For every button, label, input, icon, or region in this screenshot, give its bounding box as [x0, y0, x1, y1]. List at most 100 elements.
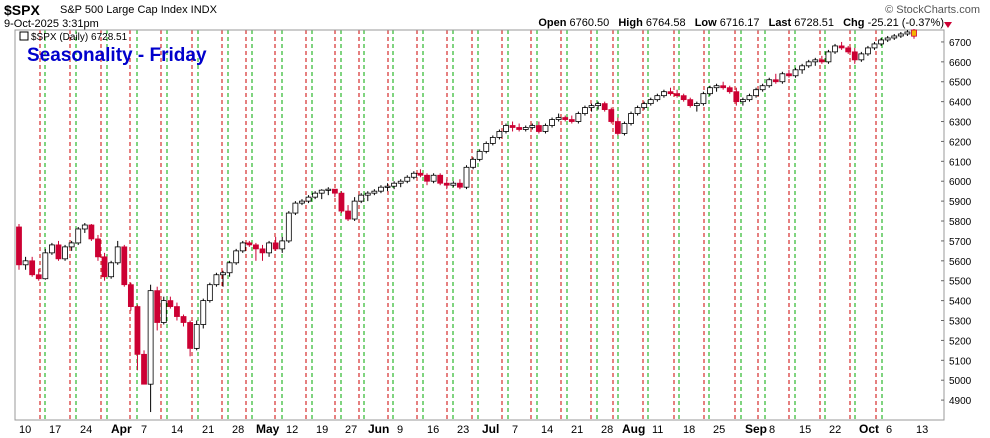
candle-body — [792, 69, 799, 77]
candle — [667, 87, 674, 96]
candle — [680, 93, 687, 102]
candle-body — [378, 186, 384, 192]
candle-body — [358, 194, 365, 202]
candle-body — [496, 131, 503, 138]
x-tick-label: Jun — [368, 422, 389, 436]
candle — [141, 350, 147, 385]
low-label: Low — [694, 17, 717, 29]
candle-body — [424, 174, 430, 182]
candle — [29, 256, 36, 277]
candle-body — [35, 274, 42, 280]
candle-body — [661, 91, 667, 97]
candle-body — [410, 172, 417, 178]
candle — [832, 43, 838, 54]
x-tick-label: 21 — [571, 424, 583, 436]
candle-body — [457, 182, 463, 188]
candle-body — [779, 73, 786, 83]
candle — [739, 97, 746, 106]
candle — [503, 123, 509, 134]
candle-body — [81, 224, 88, 230]
x-tick-label: 18 — [683, 424, 695, 436]
candle — [871, 41, 878, 50]
candle-body — [621, 123, 628, 134]
x-tick-label: 25 — [713, 424, 725, 436]
candle-body — [101, 256, 108, 278]
candle — [628, 111, 634, 126]
candle — [555, 113, 562, 122]
candle-body — [68, 242, 75, 248]
candle-body — [549, 119, 555, 126]
candle-body — [167, 300, 174, 307]
x-tick-label: 9 — [397, 424, 403, 436]
quote-date: 9-Oct-2025 3:31pm — [4, 18, 99, 30]
candle — [371, 189, 378, 196]
candle-body — [259, 248, 266, 254]
x-tick-label: 14 — [171, 424, 183, 436]
candle — [193, 320, 200, 351]
candle — [266, 240, 272, 257]
candle-body — [22, 260, 29, 266]
candle-body — [851, 51, 858, 61]
candle — [384, 183, 391, 192]
candle — [167, 296, 174, 309]
candle-body — [325, 188, 332, 191]
candle-body — [417, 172, 424, 176]
candle — [779, 71, 786, 84]
candle-body — [568, 119, 575, 122]
x-tick-label: Jul — [482, 422, 499, 436]
candle — [661, 89, 667, 98]
candle — [483, 141, 490, 154]
candle — [726, 85, 733, 94]
candle-body — [200, 300, 207, 325]
candle — [226, 260, 233, 277]
candle-body — [674, 93, 680, 97]
candle — [299, 199, 305, 206]
candle-body — [213, 274, 220, 286]
y-tick-label: 5400 — [949, 297, 972, 308]
x-tick-label: Sep — [745, 422, 767, 436]
y-tick-label: 4900 — [949, 396, 972, 407]
candle-body — [16, 226, 22, 266]
quote-bar: Open 6760.50 High 6764.58 Low 6716.17 La… — [532, 17, 944, 29]
candle — [641, 101, 648, 110]
candle-body — [338, 192, 345, 212]
candle — [805, 59, 812, 68]
candle — [424, 173, 430, 186]
candle-body — [55, 244, 62, 260]
candle-body — [693, 103, 700, 107]
candle — [345, 205, 351, 222]
candle — [259, 244, 266, 261]
low-value: 6716.17 — [719, 17, 760, 29]
candle-body — [266, 242, 272, 254]
candle-body — [759, 85, 766, 91]
candle-body — [654, 95, 661, 101]
candle — [700, 91, 707, 106]
candle-body — [641, 103, 648, 109]
candle — [614, 117, 621, 136]
candle-body — [858, 53, 865, 61]
candle — [891, 33, 898, 40]
candle — [562, 115, 569, 122]
candle-body — [127, 284, 134, 307]
candle-body — [437, 174, 444, 184]
candle — [206, 282, 213, 303]
candle — [180, 314, 187, 327]
candle — [35, 268, 42, 281]
candle-body — [739, 99, 746, 103]
plot-frame — [14, 29, 945, 421]
candle — [549, 117, 555, 128]
candle-body — [443, 182, 450, 186]
candle — [897, 31, 904, 38]
candle — [42, 248, 49, 280]
y-tick-label: 6200 — [949, 137, 972, 148]
candle-body — [331, 188, 338, 194]
candle-body — [29, 260, 36, 276]
candle — [647, 97, 654, 106]
candle — [522, 125, 529, 132]
candle-body — [292, 202, 299, 214]
candle-body — [193, 324, 200, 349]
candle — [496, 129, 503, 140]
candle — [81, 223, 88, 233]
candle-body — [799, 65, 806, 71]
